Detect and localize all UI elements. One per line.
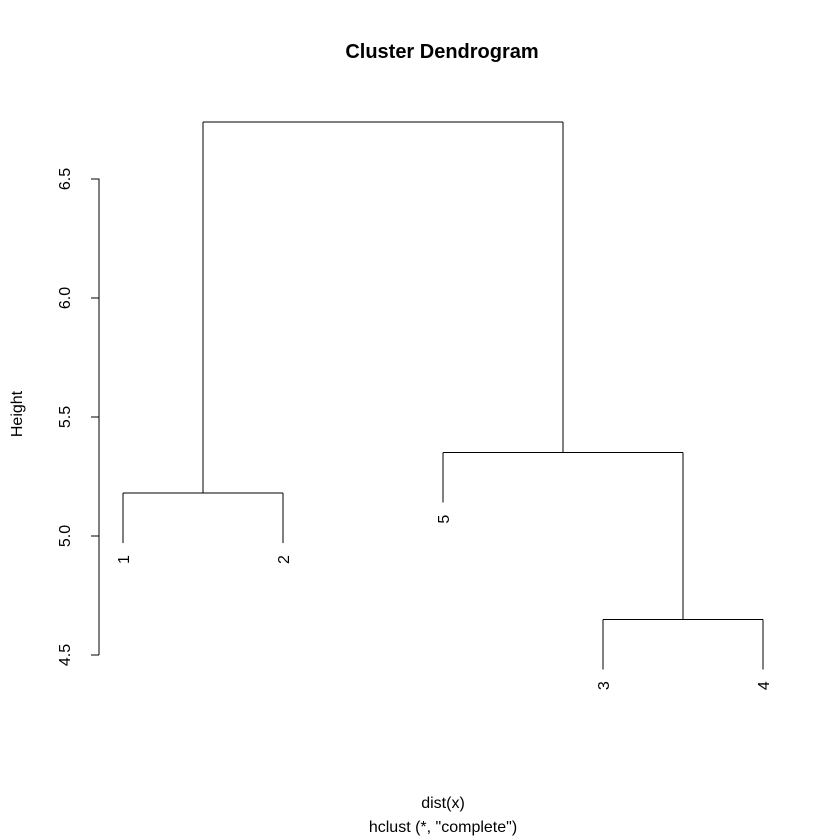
subtitle: hclust (*, "complete") — [369, 819, 517, 836]
y-tick-label: 5.0 — [57, 525, 74, 547]
leaf-label-1: 1 — [116, 555, 133, 564]
x-axis-label: dist(x) — [421, 795, 465, 812]
leaf-label-4: 4 — [756, 681, 773, 690]
chart-title: Cluster Dendrogram — [345, 41, 538, 63]
leaf-labels: 3 4 1 2 5 — [116, 515, 773, 691]
y-tick-label: 4.5 — [57, 644, 74, 666]
leaf-label-5: 5 — [436, 515, 453, 524]
leaf-label-2: 2 — [276, 555, 293, 564]
y-tick-label: 6.5 — [57, 168, 74, 190]
y-tick-label: 6.0 — [57, 287, 74, 309]
y-axis-label: Height — [9, 390, 26, 437]
leaf-label-3: 3 — [596, 681, 613, 690]
y-axis: 4.5 5.0 5.5 6.0 6.5 — [57, 168, 100, 666]
dendrogram-tree — [122, 121, 764, 670]
y-tick-label: 5.5 — [57, 406, 74, 428]
